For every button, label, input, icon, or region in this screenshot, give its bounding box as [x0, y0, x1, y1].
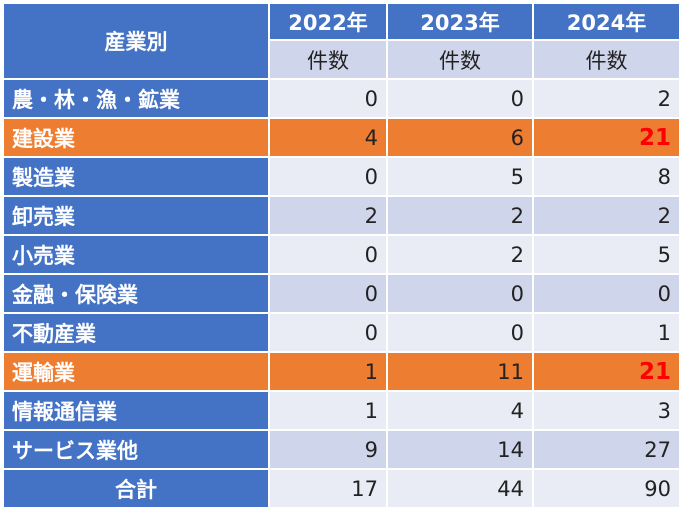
table-row: 金融・保険業 0 0 0: [2, 273, 681, 314]
cell-value: 0: [268, 156, 388, 197]
subheader-row: 件数 件数 件数: [3, 39, 681, 80]
total-value: 90: [532, 468, 681, 509]
row-label: 不動産業: [2, 312, 270, 353]
cell-value: 14: [386, 429, 534, 470]
cell-value: 3: [532, 390, 681, 431]
cell-value: 0: [268, 78, 388, 119]
year-header-2023: 2023年: [386, 2, 534, 41]
row-label: 建設業: [2, 117, 270, 158]
cell-value: 6: [386, 117, 534, 158]
cell-value: 8: [532, 156, 681, 197]
cell-value: 1: [268, 351, 388, 392]
row-label: 金融・保険業: [2, 273, 270, 314]
cell-value: 2: [386, 234, 534, 275]
table-row-highlighted: 建設業 4 6 21: [2, 117, 681, 158]
total-row: 合計 17 44 90: [2, 468, 681, 509]
cell-value: 2: [268, 195, 388, 236]
total-value: 17: [268, 468, 388, 509]
cell-value: 27: [532, 429, 681, 470]
total-value: 44: [386, 468, 534, 509]
cell-value: 9: [268, 429, 388, 470]
table-row: 農・林・漁・鉱業 0 0 2: [2, 78, 681, 119]
cell-value: 1: [268, 390, 388, 431]
cell-value: 0: [532, 273, 681, 314]
row-label: 卸売業: [2, 195, 270, 236]
total-label: 合計: [2, 468, 270, 509]
corner-header: 産業別: [2, 2, 270, 80]
cell-value: 2: [532, 195, 681, 236]
cell-value: 5: [532, 234, 681, 275]
header-row: 産業別 2022年 2023年 2024年: [2, 2, 681, 80]
table-row: 情報通信業 1 4 3: [2, 390, 681, 431]
cell-value: 1: [532, 312, 681, 353]
row-label: 情報通信業: [2, 390, 270, 431]
table-row: 卸売業 2 2 2: [2, 195, 681, 236]
cell-value: 2: [386, 195, 534, 236]
industry-table: 産業別 2022年 2023年 2024年 件数 件数 件数 農・林・漁・鉱業 …: [2, 2, 681, 509]
cell-value: 4: [268, 117, 388, 158]
row-label: 製造業: [2, 156, 270, 197]
year-header-2022: 2022年: [268, 2, 388, 41]
table-row: サービス業他 9 14 27: [2, 429, 681, 470]
cell-value: 0: [268, 234, 388, 275]
cell-value: 2: [532, 78, 681, 119]
cell-value: 4: [386, 390, 534, 431]
cell-value: 11: [386, 351, 534, 392]
table-row: 製造業 0 5 8: [2, 156, 681, 197]
cell-value: 0: [386, 78, 534, 119]
table-row: 不動産業 0 0 1: [2, 312, 681, 353]
count-header: 件数: [268, 39, 388, 80]
row-label: 農・林・漁・鉱業: [2, 78, 270, 119]
cell-value-emphasis: 21: [532, 117, 681, 158]
row-label: 小売業: [2, 234, 270, 275]
cell-value: 5: [386, 156, 534, 197]
count-header: 件数: [386, 39, 534, 80]
cell-value: 0: [386, 273, 534, 314]
cell-value: 0: [268, 273, 388, 314]
cell-value: 0: [386, 312, 534, 353]
count-header: 件数: [532, 39, 681, 80]
table-row: 小売業 0 2 5: [2, 234, 681, 275]
row-label: サービス業他: [2, 429, 270, 470]
cell-value: 0: [268, 312, 388, 353]
cell-value-emphasis: 21: [532, 351, 681, 392]
table-row-highlighted: 運輸業 1 11 21: [2, 351, 681, 392]
row-label: 運輸業: [2, 351, 270, 392]
year-header-2024: 2024年: [532, 2, 681, 41]
